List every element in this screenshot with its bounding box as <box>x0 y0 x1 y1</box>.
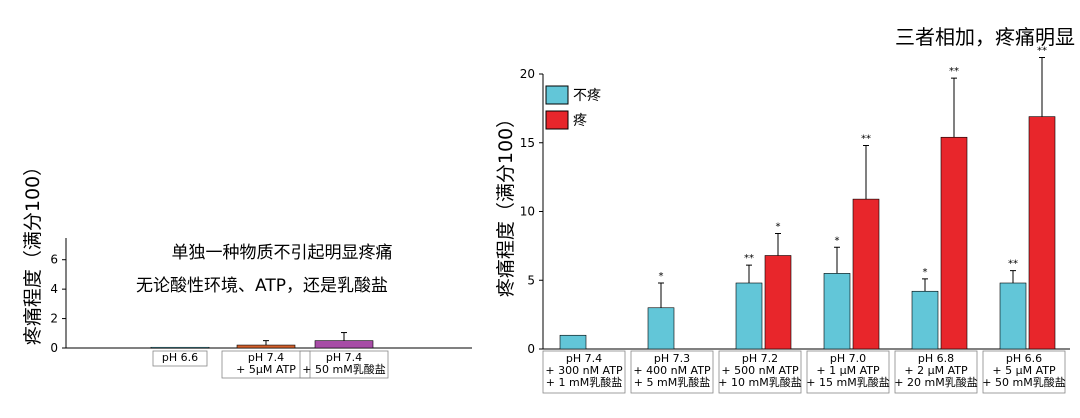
right-category-label: + 5 mM乳酸盐 <box>634 375 710 389</box>
left-bar-0 <box>150 346 210 349</box>
right-category-box <box>718 350 802 394</box>
right-chart-title: 三者相加，疼痛明显 <box>895 25 1075 49</box>
legend-label-pain: 疼 <box>573 113 587 129</box>
right-bar-no-pain <box>999 282 1027 350</box>
significance-marker: ** <box>861 134 871 145</box>
right-bar-pain <box>764 255 792 350</box>
right-category-label: pH 7.0 <box>830 352 866 365</box>
right-y-tick-label: 10 <box>520 205 535 219</box>
significance-marker: * <box>659 271 664 282</box>
significance-marker: ** <box>1008 259 1018 270</box>
right-category-label: + 500 nM ATP <box>721 364 799 377</box>
right-category-box <box>542 350 626 394</box>
right-category-label: pH 7.3 <box>654 352 690 365</box>
left-category-box <box>152 350 208 367</box>
legend-swatch-pain <box>545 110 569 130</box>
right-category-label: + 5 μM ATP <box>992 364 1056 377</box>
left-bar-2 <box>314 340 374 349</box>
left-y-tick-label: 4 <box>50 282 58 296</box>
right-y-tick-label: 5 <box>527 273 535 287</box>
right-bar-no-pain <box>911 290 939 350</box>
significance-marker: ** <box>1037 46 1047 57</box>
right-category-label: + 300 nM ATP <box>545 364 623 377</box>
significance-marker: ** <box>744 253 754 264</box>
right-category-label: + 400 nM ATP <box>633 364 711 377</box>
left-annotation-2: 无论酸性环境、ATP，还是乳酸盐 <box>136 276 388 296</box>
right-category-label: + 1 μM ATP <box>816 364 880 377</box>
left-category-label: + 50 mM乳酸盐 <box>302 362 385 376</box>
left-y-tick-label: 0 <box>50 341 58 355</box>
left-category-label: pH 7.4 <box>326 351 362 364</box>
right-bar-no-pain <box>647 307 675 350</box>
right-bar-no-pain <box>735 282 763 350</box>
right-category-box <box>630 350 714 394</box>
right-bar-pain <box>852 198 880 350</box>
right-y-axis-title: 疼痛程度（满分100） <box>495 109 517 297</box>
right-bar-no-pain <box>823 273 851 350</box>
right-category-label: + 10 mM乳酸盐 <box>718 375 801 389</box>
left-bar-1 <box>236 344 296 349</box>
right-y-tick-label: 20 <box>520 67 535 81</box>
right-category-label: + 15 mM乳酸盐 <box>806 375 889 389</box>
left-y-tick-label: 2 <box>50 312 58 326</box>
legend: 不疼 疼 <box>545 85 601 130</box>
significance-marker: * <box>776 222 781 233</box>
left-category-label: + 5μM ATP <box>236 363 296 376</box>
left-category-label: pH 6.6 <box>162 351 198 364</box>
right-category-label: + 50 mM乳酸盐 <box>982 375 1065 389</box>
legend-label-no-pain: 不疼 <box>573 88 601 104</box>
significance-marker: ** <box>949 66 959 77</box>
significance-marker: * <box>835 235 840 246</box>
right-category-label: pH 6.6 <box>1006 352 1042 365</box>
right-bar-no-pain <box>559 334 587 350</box>
right-category-box <box>982 350 1066 394</box>
left-category-box <box>299 350 389 379</box>
legend-swatch-no-pain <box>545 85 569 105</box>
right-category-box <box>894 350 978 394</box>
right-y-tick-label: 15 <box>520 136 535 150</box>
right-bar-pain <box>940 136 968 350</box>
right-category-label: pH 7.4 <box>566 352 602 365</box>
right-category-label: + 2 μM ATP <box>904 364 968 377</box>
right-bar-pain <box>1028 116 1056 350</box>
left-chart: 疼痛程度（满分100） 单独一种物质不引起明显疼痛 无论酸性环境、ATP，还是乳… <box>22 157 472 379</box>
right-category-label: + 1 mM乳酸盐 <box>546 375 622 389</box>
left-annotation-1: 单独一种物质不引起明显疼痛 <box>172 243 393 263</box>
left-y-tick-label: 6 <box>50 253 58 267</box>
significance-marker: * <box>923 267 928 278</box>
left-category-box <box>221 350 311 379</box>
right-y-tick-label: 0 <box>527 342 535 356</box>
left-category-label: pH 7.4 <box>248 351 284 364</box>
left-y-axis-title: 疼痛程度（满分100） <box>22 157 44 345</box>
right-category-box <box>806 350 890 394</box>
right-category-label: pH 7.2 <box>742 352 778 365</box>
right-category-label: + 20 mM乳酸盐 <box>894 375 977 389</box>
right-category-label: pH 6.8 <box>918 352 954 365</box>
